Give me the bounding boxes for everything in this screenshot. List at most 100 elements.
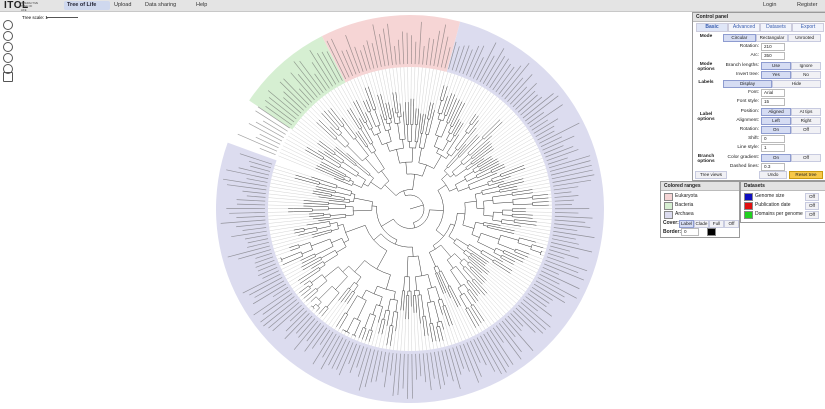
branch bbox=[378, 330, 380, 334]
option-button[interactable]: Hide bbox=[772, 80, 821, 88]
dataset-swatch[interactable] bbox=[744, 211, 753, 219]
field-label: Line style: bbox=[737, 145, 759, 151]
dataset-toggle[interactable]: Off bbox=[805, 193, 819, 201]
field-input[interactable]: 350 bbox=[761, 52, 785, 61]
logo[interactable]: ITOL bbox=[4, 0, 29, 11]
dataset-name[interactable]: Genome size bbox=[755, 193, 785, 199]
tool-icon[interactable] bbox=[3, 20, 13, 30]
branch bbox=[370, 128, 375, 136]
leaf-label bbox=[289, 307, 305, 322]
branch bbox=[316, 186, 328, 190]
dataset-toggle[interactable]: Off bbox=[805, 202, 819, 210]
tab[interactable]: Basic bbox=[696, 23, 728, 32]
nav-item[interactable]: Data sharing bbox=[145, 2, 177, 8]
option-button[interactable]: Unrooted bbox=[788, 34, 821, 42]
field-input[interactable]: 0.3 bbox=[761, 162, 785, 171]
tool-icon[interactable] bbox=[3, 42, 13, 52]
field-input[interactable]: 15 bbox=[761, 98, 785, 107]
dataset-swatch[interactable] bbox=[744, 202, 753, 210]
option-button[interactable]: Left bbox=[761, 116, 791, 125]
branch bbox=[483, 319, 485, 322]
tab[interactable]: Datasets bbox=[760, 23, 792, 32]
option-button[interactable]: No bbox=[791, 70, 821, 79]
nav-item[interactable]: Tree of Life bbox=[64, 1, 110, 10]
option-button[interactable]: Circular bbox=[723, 34, 756, 42]
branch-arc bbox=[399, 161, 413, 164]
leaf-label bbox=[422, 46, 425, 65]
tab[interactable]: Export bbox=[792, 23, 824, 32]
branch bbox=[471, 154, 486, 165]
leaf-label bbox=[518, 305, 547, 330]
branch-arc bbox=[467, 152, 471, 156]
option-button[interactable]: At tips bbox=[791, 107, 821, 116]
tool-icon[interactable] bbox=[3, 53, 13, 63]
branch bbox=[349, 179, 354, 183]
leaf-label bbox=[299, 60, 324, 93]
option-button[interactable]: Use bbox=[761, 61, 791, 70]
footer-button[interactable]: Tree views bbox=[695, 171, 727, 179]
range-swatch[interactable] bbox=[664, 202, 673, 210]
nav-item[interactable]: Help bbox=[196, 2, 208, 8]
branch bbox=[469, 289, 475, 296]
tool-icon[interactable] bbox=[3, 31, 13, 41]
option-button[interactable]: Off bbox=[791, 126, 821, 134]
field-input[interactable]: 0 bbox=[761, 135, 785, 144]
branch bbox=[311, 149, 324, 158]
range-name[interactable]: Archaea bbox=[675, 211, 694, 217]
option-button[interactable]: Yes bbox=[761, 70, 791, 79]
dataset-toggle[interactable]: Off bbox=[805, 211, 819, 219]
option-button[interactable]: Right bbox=[791, 116, 821, 125]
footer-button[interactable]: Reset tree bbox=[789, 171, 823, 179]
option-button[interactable]: Display bbox=[723, 80, 772, 88]
branch bbox=[312, 217, 325, 220]
field-input[interactable]: 1 bbox=[761, 144, 785, 153]
field-input[interactable]: 210 bbox=[761, 43, 785, 52]
leaf-label bbox=[455, 45, 465, 72]
border-color[interactable] bbox=[707, 228, 716, 236]
range-name[interactable]: Bacteria bbox=[675, 202, 694, 208]
branch-arc bbox=[336, 222, 339, 229]
tab[interactable]: Advanced bbox=[728, 23, 760, 32]
branch bbox=[440, 244, 452, 258]
cover-option[interactable]: Clade bbox=[694, 220, 709, 228]
dataset-name[interactable]: Domains per genome bbox=[755, 211, 803, 217]
leaf-label bbox=[326, 51, 343, 81]
footer-button[interactable]: Undo bbox=[759, 171, 787, 179]
branch bbox=[322, 231, 332, 235]
branch bbox=[471, 253, 477, 258]
field-input[interactable]: Arial bbox=[761, 89, 785, 98]
branch bbox=[340, 134, 350, 144]
range-swatch[interactable] bbox=[664, 193, 673, 201]
branch bbox=[393, 117, 396, 124]
option-button[interactable]: Off bbox=[791, 153, 821, 162]
branch bbox=[478, 164, 484, 168]
leaf-label bbox=[226, 184, 267, 191]
cover-option[interactable]: Off bbox=[724, 220, 739, 228]
account-link[interactable]: Login bbox=[763, 2, 777, 8]
leaf-label bbox=[537, 277, 577, 299]
dataset-name[interactable]: Publication date bbox=[755, 202, 791, 208]
nav-item[interactable]: Upload bbox=[114, 2, 132, 8]
option-button[interactable]: On bbox=[761, 153, 791, 162]
branch bbox=[306, 223, 316, 226]
option-button[interactable]: Aligned bbox=[761, 107, 791, 116]
account-link[interactable]: Register bbox=[797, 2, 818, 8]
cover-option[interactable]: Label bbox=[679, 220, 694, 228]
option-button[interactable]: Ignore bbox=[791, 61, 821, 70]
range-name[interactable]: Eukaryota bbox=[675, 193, 698, 199]
border-input[interactable]: 0 bbox=[681, 228, 699, 236]
dataset-swatch[interactable] bbox=[744, 193, 753, 201]
cover-option[interactable]: Full bbox=[709, 220, 724, 228]
branch bbox=[437, 100, 442, 113]
branch bbox=[354, 260, 365, 273]
tool-icon[interactable] bbox=[3, 64, 13, 74]
range-swatch[interactable] bbox=[664, 211, 673, 219]
branch bbox=[426, 302, 432, 324]
option-button[interactable]: On bbox=[761, 126, 791, 134]
tool-icon[interactable] bbox=[3, 72, 13, 82]
branch bbox=[488, 222, 501, 226]
branch bbox=[469, 256, 482, 267]
root-branch bbox=[409, 204, 424, 210]
option-button[interactable]: Rectangular bbox=[755, 34, 789, 42]
section-label: Labels bbox=[698, 80, 714, 85]
